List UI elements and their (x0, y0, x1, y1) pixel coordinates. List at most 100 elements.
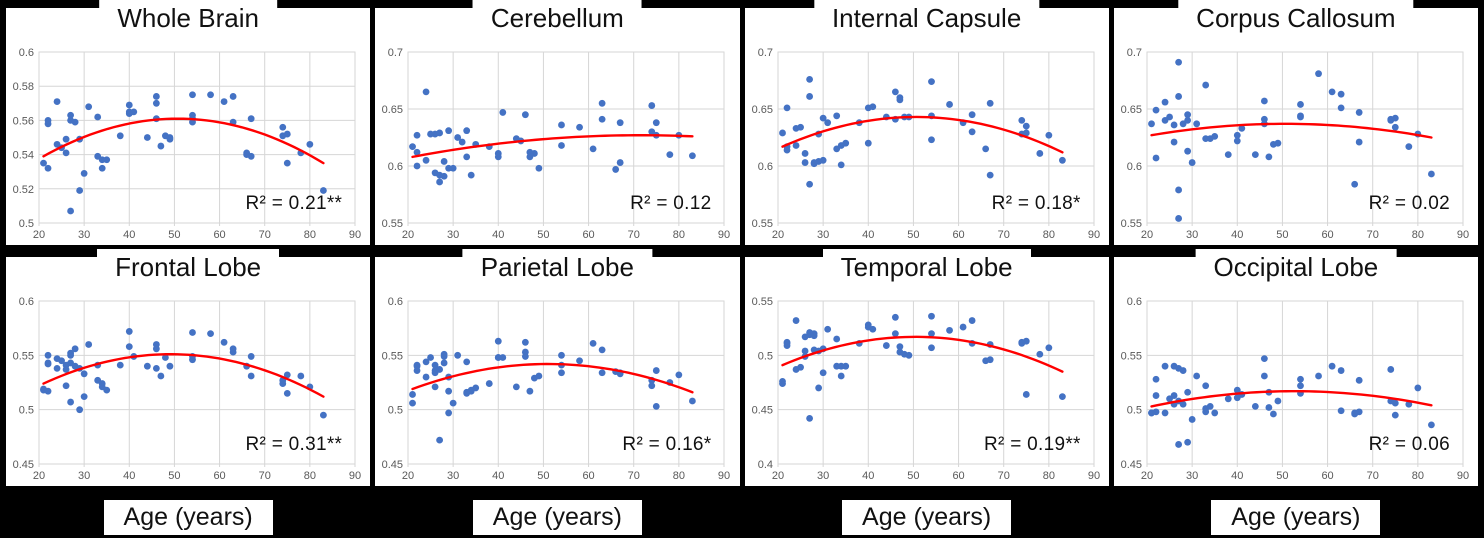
svg-text:80: 80 (1042, 470, 1054, 482)
svg-text:0.6: 0.6 (19, 296, 34, 308)
svg-text:80: 80 (1042, 229, 1054, 241)
svg-text:40: 40 (123, 229, 135, 241)
r2-annotation: R² = 0.31** (245, 434, 343, 455)
svg-text:40: 40 (492, 470, 504, 482)
svg-text:0.7: 0.7 (388, 47, 403, 59)
svg-text:90: 90 (349, 470, 361, 482)
chart-title: Whole Brain (99, 0, 277, 40)
svg-text:60: 60 (213, 470, 225, 482)
svg-text:50: 50 (1276, 229, 1288, 241)
x-axis-label-cell: Age (years) (745, 498, 1109, 538)
chart-panel-parietal-lobe: Parietal Lobe 20 30 40 50 60 70 80 90 0.45 0.5 0.5… (375, 249, 740, 486)
x-axis-label: Age (years) (842, 500, 1012, 535)
svg-text:30: 30 (817, 229, 829, 241)
svg-text:20: 20 (771, 470, 783, 482)
scatter-plot-whole-brain: 20 30 40 50 60 70 80 90 0.5 0.52 0.54 0.56 0.58 0.6 (6, 46, 370, 245)
svg-text:60: 60 (1321, 470, 1333, 482)
scatter-plot-internal-capsule: 20 30 40 50 60 70 80 90 0.55 0.6 0.65 0.7 (745, 46, 1109, 245)
svg-text:0.7: 0.7 (757, 47, 772, 59)
svg-text:70: 70 (997, 229, 1009, 241)
svg-text:80: 80 (304, 470, 316, 482)
svg-text:20: 20 (402, 470, 414, 482)
svg-text:80: 80 (1411, 229, 1423, 241)
svg-text:40: 40 (123, 470, 135, 482)
svg-text:90: 90 (718, 229, 730, 241)
svg-text:0.52: 0.52 (13, 184, 34, 196)
svg-text:0.55: 0.55 (751, 218, 772, 230)
svg-text:0.6: 0.6 (388, 296, 403, 308)
svg-text:90: 90 (1457, 470, 1469, 482)
svg-text:0.55: 0.55 (1120, 350, 1141, 362)
svg-text:80: 80 (673, 470, 685, 482)
chart-panel-internal-capsule: Internal Capsule 20 30 40 50 60 70 80 90 0.55 0.6… (744, 0, 1109, 245)
svg-text:90: 90 (1087, 229, 1099, 241)
svg-text:50: 50 (538, 229, 550, 241)
scatter-plot-temporal-lobe: 20 30 40 50 60 70 80 90 0.4 0.45 0.5 0.55 (745, 295, 1109, 486)
svg-text:50: 50 (1276, 470, 1288, 482)
svg-text:70: 70 (259, 470, 271, 482)
svg-text:0.7: 0.7 (1126, 47, 1141, 59)
chart-panel-cerebellum: Cerebellum 20 30 40 50 60 70 80 90 0.55 0.6 0.65 0.… (375, 0, 740, 245)
svg-text:0.4: 0.4 (757, 459, 772, 471)
svg-text:60: 60 (213, 229, 225, 241)
svg-text:40: 40 (1231, 470, 1243, 482)
svg-text:80: 80 (304, 229, 316, 241)
r2-annotation: R² = 0.18* (991, 193, 1081, 214)
svg-text:40: 40 (862, 229, 874, 241)
svg-text:60: 60 (583, 229, 595, 241)
svg-text:0.65: 0.65 (751, 104, 772, 116)
svg-text:90: 90 (718, 470, 730, 482)
svg-text:70: 70 (628, 229, 640, 241)
chart-title: Parietal Lobe (462, 249, 652, 289)
svg-text:0.58: 0.58 (13, 81, 34, 93)
r2-annotation: R² = 0.19** (983, 434, 1081, 455)
svg-text:0.6: 0.6 (1126, 161, 1141, 173)
svg-text:20: 20 (1141, 229, 1153, 241)
svg-text:0.6: 0.6 (1126, 296, 1141, 308)
chart-panel-frontal-lobe: Frontal Lobe 20 30 40 50 60 70 80 90 0.45 0.5 0.55… (6, 249, 371, 486)
svg-text:0.6: 0.6 (757, 161, 772, 173)
svg-text:0.56: 0.56 (13, 115, 34, 127)
svg-text:20: 20 (402, 229, 414, 241)
svg-text:30: 30 (1186, 470, 1198, 482)
svg-text:0.6: 0.6 (19, 47, 34, 59)
svg-text:40: 40 (492, 229, 504, 241)
svg-text:0.55: 0.55 (382, 350, 403, 362)
svg-text:0.55: 0.55 (1120, 218, 1141, 230)
svg-text:0.45: 0.45 (1120, 459, 1141, 471)
svg-text:0.54: 0.54 (13, 150, 34, 162)
svg-text:40: 40 (862, 470, 874, 482)
x-axis-label-cell: Age (years) (375, 498, 739, 538)
svg-text:70: 70 (1366, 229, 1378, 241)
x-axis-label: Age (years) (1211, 500, 1381, 535)
svg-text:60: 60 (1321, 229, 1333, 241)
svg-text:50: 50 (538, 470, 550, 482)
svg-text:70: 70 (628, 470, 640, 482)
svg-text:0.55: 0.55 (13, 350, 34, 362)
r2-annotation: R² = 0.06 (1368, 434, 1450, 455)
chart-panel-occipital-lobe: Occipital Lobe 20 30 40 50 60 70 80 90 0.45 0.5 0.… (1113, 249, 1478, 486)
svg-text:60: 60 (583, 470, 595, 482)
x-axis-label-cell: Age (years) (1114, 498, 1478, 538)
scatter-plot-occipital-lobe: 20 30 40 50 60 70 80 90 0.45 0.5 0.55 0.6 (1114, 295, 1478, 486)
x-axis-label: Age (years) (472, 500, 642, 535)
svg-text:0.45: 0.45 (751, 405, 772, 417)
svg-text:30: 30 (78, 470, 90, 482)
svg-text:0.55: 0.55 (751, 296, 772, 308)
svg-text:70: 70 (997, 470, 1009, 482)
r2-annotation: R² = 0.02 (1368, 193, 1450, 214)
svg-text:0.65: 0.65 (1120, 104, 1141, 116)
chart-title: Temporal Lobe (822, 249, 1031, 289)
svg-text:50: 50 (907, 470, 919, 482)
svg-text:0.5: 0.5 (388, 405, 403, 417)
svg-text:30: 30 (78, 229, 90, 241)
svg-text:0.5: 0.5 (19, 405, 34, 417)
svg-text:0.65: 0.65 (382, 104, 403, 116)
scatter-plot-cerebellum: 20 30 40 50 60 70 80 90 0.55 0.6 0.65 0.7 (375, 46, 739, 245)
svg-text:80: 80 (673, 229, 685, 241)
svg-text:50: 50 (168, 470, 180, 482)
chart-title: Internal Capsule (813, 0, 1040, 40)
svg-text:0.5: 0.5 (1126, 405, 1141, 417)
svg-text:0.45: 0.45 (13, 459, 34, 471)
